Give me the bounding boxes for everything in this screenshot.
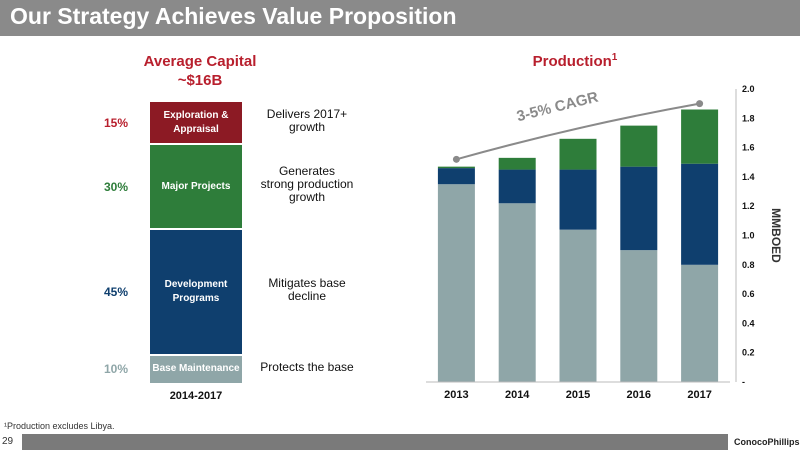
capital-segment-label: Major Projects — [162, 180, 231, 194]
capital-segment-percent: 30% — [103, 179, 129, 194]
bar-segment — [559, 169, 597, 230]
bar-segment — [681, 264, 719, 382]
bar-segment — [559, 229, 597, 382]
bar-segment — [681, 163, 719, 265]
capital-segment-description-line: decline — [287, 288, 327, 303]
y-tick-label: 1.2 — [742, 201, 755, 211]
capital-segment-label-line: Base Maintenance — [152, 363, 240, 375]
capital-segment-description-line: Protects the base — [260, 359, 354, 374]
x-tick-label: 2013 — [444, 389, 468, 401]
capital-segment-description-line: Delivers 2017+ — [266, 106, 348, 121]
capital-segment-label-line: Appraisal — [173, 123, 219, 135]
bar-segment — [498, 157, 536, 170]
footer-bar — [0, 434, 800, 450]
bar-segment — [620, 125, 658, 167]
logo-box — [728, 434, 800, 450]
bar-segment — [437, 168, 475, 185]
trend-label: 3-5% CAGR — [515, 89, 600, 126]
y-tick-label: 1.4 — [742, 172, 755, 182]
capital-segment: Development Programs — [150, 229, 242, 354]
capital-segment-description: Generates strong production growth — [252, 165, 362, 204]
x-tick-label: 2017 — [687, 389, 711, 401]
capital-segment-label-line: Programs — [172, 292, 220, 304]
x-tick-label: 2014 — [505, 389, 530, 401]
y-tick-label: 2.0 — [742, 84, 755, 94]
trend-line — [456, 102, 700, 161]
capital-heading-line1: Average Capital — [143, 53, 257, 70]
y-tick-label: - — [742, 377, 745, 387]
bar-segment — [620, 166, 658, 251]
capital-segment-label: Base Maintenance — [152, 362, 239, 376]
capital-segment-percent: 15% — [103, 115, 129, 130]
capital-segment-description-line: Generates — [278, 164, 336, 178]
title-bar — [0, 0, 800, 36]
slide-title: Our Strategy Achieves Value Proposition — [10, 3, 457, 29]
trend-point — [696, 100, 704, 108]
production-heading-text: Production — [532, 53, 612, 70]
capital-segment-label-line: Development — [164, 278, 228, 290]
capital-segment: Base Maintenance — [150, 355, 242, 383]
capital-segment-description: Mitigates base decline — [252, 275, 362, 303]
y-tick-label: 0.2 — [742, 348, 755, 358]
page-number-box — [0, 434, 22, 450]
x-tick-label: 2016 — [627, 389, 651, 401]
x-tick-label: 2015 — [566, 389, 590, 401]
capital-segment-label: Development Programs — [165, 278, 228, 306]
capital-segment-description-line: growth — [288, 119, 326, 134]
capital-segment: Exploration & Appraisal — [150, 102, 242, 144]
y-tick-label: 1.6 — [742, 143, 755, 153]
capital-segment-percent: 45% — [103, 284, 129, 299]
y-tick-label: 0.8 — [742, 260, 755, 270]
company-logo: ConocoPhillips — [734, 437, 800, 447]
y-tick-label: 1.8 — [742, 113, 755, 123]
bar-segment — [498, 203, 536, 382]
bar-segment — [559, 138, 597, 170]
capital-heading: Average Capital ~$16B — [120, 52, 280, 90]
capital-segment-description: Protects the base — [252, 359, 362, 374]
capital-segment-description-line: growth — [288, 190, 326, 204]
bar-segment — [437, 166, 475, 169]
capital-segment-label-line: Exploration & — [163, 109, 229, 121]
page-number: 29 — [2, 436, 14, 447]
capital-heading-line2: ~$16B — [177, 72, 223, 89]
capital-segment-description-line: Mitigates base — [268, 275, 346, 290]
y-tick-label: 1.0 — [742, 231, 755, 241]
y-tick-label: 0.6 — [742, 289, 755, 299]
bar-segment — [437, 184, 475, 382]
bar-segment — [620, 250, 658, 382]
footnote: ¹Production excludes Libya. — [4, 421, 115, 431]
capital-segment-percent: 10% — [103, 362, 129, 377]
capital-segment-label-line: Major Projects — [161, 180, 231, 192]
capital-segment-label: Exploration & Appraisal — [163, 109, 228, 137]
capital-segment: Major Projects — [150, 145, 242, 228]
production-heading-sup: 1 — [611, 52, 618, 63]
y-tick-label: 0.4 — [742, 318, 755, 328]
capital-period: 2014-2017 — [169, 390, 223, 402]
bar-segment — [498, 169, 536, 204]
trend-point — [452, 155, 460, 163]
production-heading: Production1 — [520, 52, 630, 70]
capital-segment-description: Delivers 2017+ growth — [252, 106, 362, 134]
y-axis-label: MMBOED — [769, 208, 783, 263]
capital-segment-description-line: strong production — [260, 177, 354, 191]
bar-segment — [681, 109, 719, 164]
